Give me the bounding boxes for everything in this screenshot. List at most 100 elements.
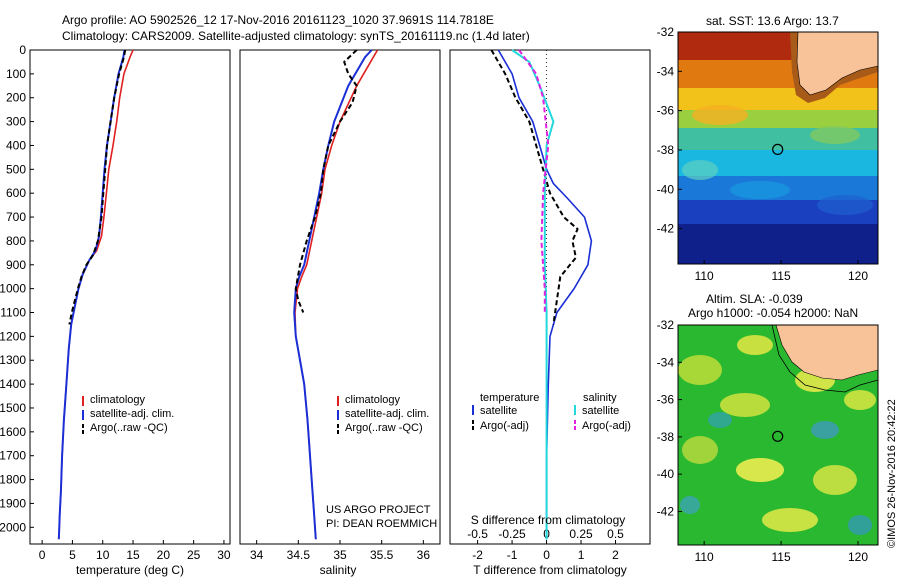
legend-label-climatology: climatology <box>345 394 401 406</box>
lat-tick-label: -32 <box>657 318 675 332</box>
legend-label-argo: Argo(..raw -QC) <box>90 422 168 434</box>
x-tick-label: 35 <box>333 548 347 562</box>
depth-tick-label: 300 <box>6 115 26 129</box>
series-line-climatology <box>58 49 134 540</box>
lat-tick-label: -34 <box>657 64 675 78</box>
legend-salinity-title: salinity <box>583 392 617 404</box>
temperature-profile-lines <box>57 49 134 540</box>
x-tick-label: -2 <box>472 548 483 562</box>
lat-tick-label: -36 <box>657 104 675 118</box>
legend-temperature-title: temperature <box>480 392 539 404</box>
lat-tick-label: -40 <box>657 467 675 481</box>
sst-map-ticks: -32 -34 -36 -38 -40 -42 110 115 120 <box>657 25 869 283</box>
x-tick-label: 2 <box>612 548 619 562</box>
depth-tick-label: 100 <box>6 67 26 81</box>
x-tick-label: 35.5 <box>370 548 394 562</box>
shelf-contour <box>771 325 878 393</box>
x-tick-label: 20 <box>157 548 171 562</box>
x-tick-label: 5 <box>69 548 76 562</box>
depth-y-ticks: 0 100 200 300 400 500 600 700 800 900 1000 1100 1200… <box>0 43 34 534</box>
sla-map-title-2: Argo h1000: -0.054 h2000: NaN <box>688 306 859 320</box>
lon-tick-label: 115 <box>772 550 791 564</box>
series-line-satellite <box>293 49 373 540</box>
depth-tick-label: 600 <box>6 186 26 200</box>
series-line-argo <box>294 49 358 313</box>
depth-tick-label: 0 <box>19 43 26 57</box>
x-tick-label: 15 <box>126 548 140 562</box>
lon-tick-label: 115 <box>772 269 791 283</box>
temperature-x-ticks: 0 5 10 15 20 25 30 <box>39 540 231 562</box>
depth-tick-label: 1300 <box>0 353 26 367</box>
difference-panel: -2 -1 0 1 2-0.5 -0.25 0 0.25 0.5 S difference fr… <box>449 49 651 577</box>
salinity-axes-frame <box>239 49 441 545</box>
argo-float-marker <box>772 143 784 155</box>
depth-tick-label: 900 <box>6 258 26 272</box>
legend-label-sal-argo: Argo(-adj) <box>582 420 631 432</box>
series-line-sal-argo <box>518 49 550 313</box>
lon-tick-label: 120 <box>848 269 868 283</box>
sst-map-title: sat. SST: 13.6 Argo: 13.7 <box>706 14 839 28</box>
x-tick-label: 1 <box>578 548 585 562</box>
figure-title-line1: Argo profile: AO 5902526_12 17-Nov-2016 … <box>62 13 494 27</box>
legend-label-temp-satellite: satellite <box>480 405 517 417</box>
depth-tick-label: 200 <box>6 91 26 105</box>
legend-label-satellite: satellite-adj. clim. <box>90 408 174 420</box>
depth-tick-label: 1700 <box>0 449 26 463</box>
lat-tick-label: -42 <box>657 504 675 518</box>
sst-map: -32 -34 -36 -38 -40 -42 110 115 120 <box>657 25 879 283</box>
depth-tick-label: 700 <box>6 210 26 224</box>
depth-tick-label: 1200 <box>0 329 26 343</box>
lat-tick-label: -36 <box>657 393 675 407</box>
difference-legend: temperature salinity satellite Argo(-adj… <box>472 392 631 432</box>
x-tick-label: -1 <box>507 548 518 562</box>
difference-lines <box>490 49 593 540</box>
project-note-line1: US ARGO PROJECT <box>326 504 431 516</box>
depth-tick-label: 1900 <box>0 496 26 510</box>
depth-tick-label: 1800 <box>0 473 26 487</box>
salinity-profile-panel: 34 34.5 35 35.5 36 salinity climatology sate… <box>239 49 441 577</box>
lat-tick-label: -42 <box>657 222 675 236</box>
salinity-legend: climatology satellite-adj. clim. Argo(..… <box>337 394 429 434</box>
x-tick-label: 0 <box>39 548 46 562</box>
s-tick-label: -0.25 <box>498 527 526 541</box>
x-tick-label: 30 <box>217 548 231 562</box>
x-tick-label: 0 <box>543 548 550 562</box>
australia-land <box>775 325 878 381</box>
depth-tick-label: 800 <box>6 234 26 248</box>
lon-tick-label: 110 <box>695 269 714 283</box>
temperature-profile-panel: 0 5 10 15 20 25 30 0 100 200 300 400 500 600 700 800 90… <box>0 43 231 577</box>
x-tick-label: 34 <box>250 548 264 562</box>
x-tick-label: 34.5 <box>287 548 311 562</box>
s-tick-label: 0.5 <box>607 527 624 541</box>
temperature-xlabel: temperature (deg C) <box>76 563 184 577</box>
depth-tick-label: 1600 <box>0 425 26 439</box>
lon-tick-label: 110 <box>695 550 714 564</box>
lat-tick-label: -38 <box>657 143 675 157</box>
legend-label-sal-satellite: satellite <box>582 405 619 417</box>
salinity-profile-lines <box>293 49 379 540</box>
legend-label-climatology: climatology <box>90 394 146 406</box>
series-line-satellite <box>57 49 126 540</box>
depth-tick-label: 1100 <box>0 306 26 320</box>
depth-tick-label: 1000 <box>0 282 26 296</box>
difference-axes-frame <box>449 49 651 545</box>
sla-map-ticks: -32 -34 -36 -38 -40 -42 110 115 120 <box>657 318 869 564</box>
temperature-axes-frame <box>29 49 231 545</box>
sla-map-title-1: Altim. SLA: -0.039 <box>706 292 803 306</box>
s-tick-label: -0.5 <box>467 527 488 541</box>
sla-map: -32 -34 -36 -38 -40 -42 110 115 120 <box>657 318 879 564</box>
series-line-temp-argo <box>490 49 579 325</box>
legend-label-satellite: satellite-adj. clim. <box>345 408 429 420</box>
salinity-xlabel: salinity <box>320 563 357 577</box>
series-line-temp-satellite <box>497 49 593 540</box>
series-line-argo <box>68 49 127 325</box>
salinity-x-ticks: 34 34.5 35 35.5 36 <box>250 540 430 562</box>
lat-tick-label: -40 <box>657 182 675 196</box>
legend-label-argo: Argo(..raw -QC) <box>345 422 423 434</box>
x-tick-label: 25 <box>187 548 201 562</box>
legend-label-temp-argo: Argo(-adj) <box>480 420 529 432</box>
series-line-sal-satellite <box>511 49 555 540</box>
x-tick-label: 36 <box>417 548 431 562</box>
x-tick-label: 10 <box>96 548 110 562</box>
